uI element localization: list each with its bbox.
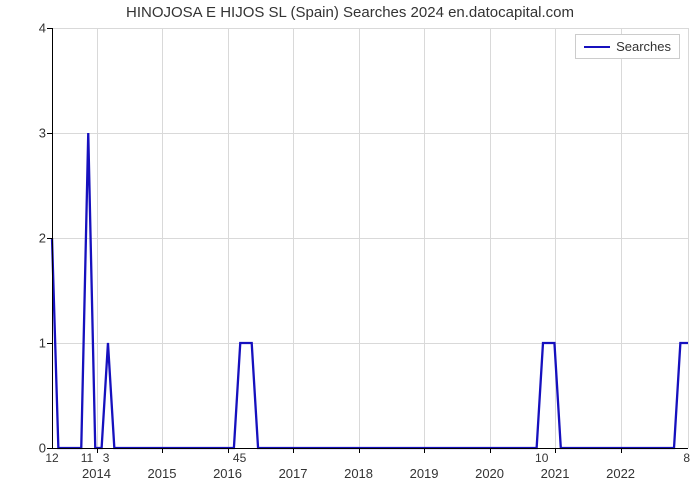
x-tick-mark bbox=[359, 448, 360, 453]
y-tick-mark bbox=[47, 448, 52, 449]
x-tick-label: 2014 bbox=[82, 466, 111, 481]
y-tick-mark bbox=[47, 238, 52, 239]
x-tick-label: 2019 bbox=[410, 466, 439, 481]
y-tick-mark bbox=[47, 133, 52, 134]
legend: Searches bbox=[575, 34, 680, 59]
x-tick-mark bbox=[228, 448, 229, 453]
x-tick-mark bbox=[293, 448, 294, 453]
category-value-label: 10 bbox=[535, 451, 548, 465]
grid-line-v bbox=[688, 28, 689, 448]
x-tick-mark bbox=[162, 448, 163, 453]
y-tick-label: 4 bbox=[28, 21, 46, 36]
series-line bbox=[52, 133, 688, 448]
x-tick-mark bbox=[621, 448, 622, 453]
y-tick-label: 1 bbox=[28, 336, 46, 351]
x-tick-label: 2015 bbox=[148, 466, 177, 481]
y-tick-label: 2 bbox=[28, 231, 46, 246]
legend-label: Searches bbox=[616, 39, 671, 54]
plot-area: Searches bbox=[52, 28, 688, 448]
category-value-label: 11 bbox=[81, 451, 93, 465]
x-tick-mark bbox=[555, 448, 556, 453]
category-value-label: 8 bbox=[683, 451, 690, 465]
category-value-label: 45 bbox=[233, 451, 246, 465]
x-tick-label: 2022 bbox=[606, 466, 635, 481]
x-tick-label: 2018 bbox=[344, 466, 373, 481]
category-value-label: 12 bbox=[45, 451, 58, 465]
x-tick-label: 2017 bbox=[279, 466, 308, 481]
x-tick-label: 2016 bbox=[213, 466, 242, 481]
x-tick-mark bbox=[424, 448, 425, 453]
y-axis bbox=[52, 28, 53, 448]
x-tick-label: 2020 bbox=[475, 466, 504, 481]
x-axis bbox=[52, 448, 688, 449]
y-tick-label: 3 bbox=[28, 126, 46, 141]
y-tick-mark bbox=[47, 343, 52, 344]
chart-title: HINOJOSA E HIJOS SL (Spain) Searches 202… bbox=[0, 4, 700, 21]
category-value-label: 3 bbox=[103, 451, 110, 465]
x-tick-mark bbox=[490, 448, 491, 453]
legend-swatch bbox=[584, 46, 610, 48]
x-tick-mark bbox=[97, 448, 98, 453]
y-tick-label: 0 bbox=[28, 441, 46, 456]
y-tick-mark bbox=[47, 28, 52, 29]
line-series bbox=[52, 28, 688, 448]
x-tick-label: 2021 bbox=[541, 466, 570, 481]
